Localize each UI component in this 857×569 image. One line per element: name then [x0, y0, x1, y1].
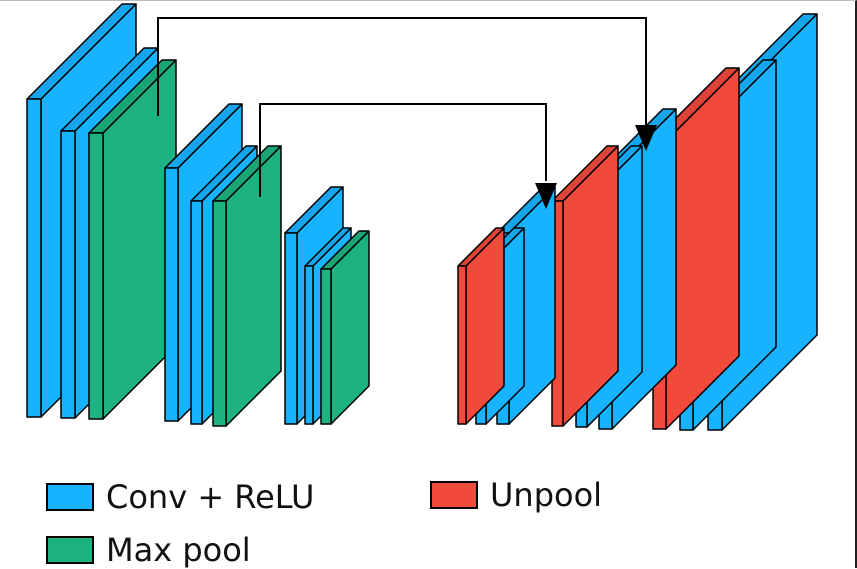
arrowhead-icon [535, 183, 557, 209]
legend-label-conv: Conv + ReLU [106, 478, 315, 516]
legend-swatch-pool [46, 536, 94, 564]
enc1-conv2-front-face [60, 130, 76, 419]
dec1-unpool-front-face [457, 265, 467, 425]
legend-swatch-unpool [430, 481, 478, 509]
skip-connection-line [157, 17, 647, 129]
legend-item-unpool: Unpool [430, 479, 602, 511]
legend-label-unpool: Unpool [490, 476, 603, 514]
legend-item-pool: Max pool [46, 534, 251, 566]
dec1-unpool-block [457, 227, 505, 425]
legend-swatch-conv [46, 483, 94, 511]
legend-item-conv: Conv + ReLU [46, 481, 314, 513]
enc1-pool-front-face [88, 132, 104, 420]
arrowhead-icon [635, 125, 657, 151]
enc3-pool-front-face [320, 268, 332, 425]
enc2-conv1-front-face [164, 167, 179, 422]
enc1-conv1-front-face [26, 98, 42, 418]
legend-label-pool: Max pool [106, 531, 251, 569]
enc3-conv1-front-face [284, 232, 298, 425]
skip-connection-line [259, 103, 547, 197]
skip-connection-arrow [259, 103, 557, 209]
enc3-conv2-front-face [304, 265, 314, 425]
enc3-pool-block [320, 230, 370, 425]
enc2-pool-block [212, 145, 282, 427]
skip-connection-arrow [157, 17, 657, 151]
enc2-conv2-front-face [190, 200, 203, 425]
enc2-pool-front-face [212, 200, 227, 427]
enc1-pool-block [88, 59, 177, 420]
